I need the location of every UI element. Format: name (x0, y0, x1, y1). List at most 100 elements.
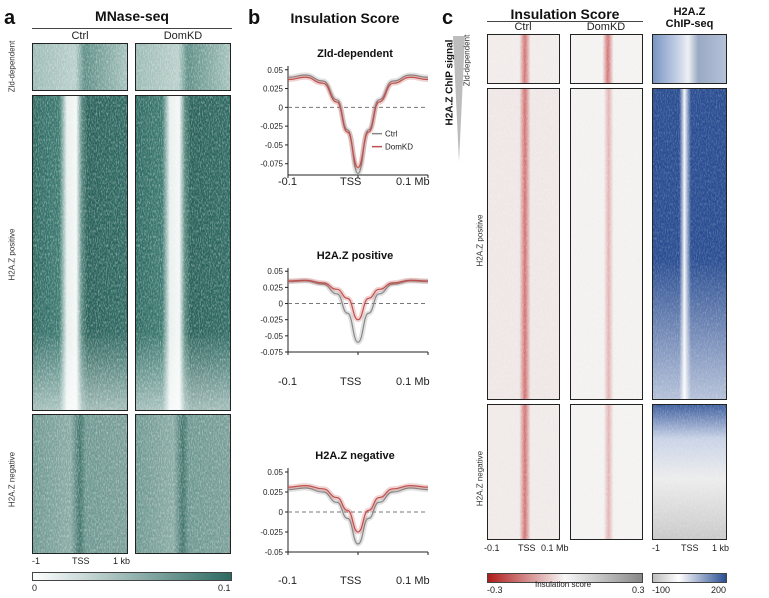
insulation-heatmap-domkd-h2az-negative (570, 404, 643, 540)
mnase-heatmap-ctrl-h2az-positive-image (33, 96, 127, 410)
insulation-heatmap-domkd-h2az-positive (570, 88, 643, 400)
panel-a-xtick-left: -1 (32, 556, 41, 566)
plot-y-tick-label: 0 (279, 300, 284, 309)
legend-label-domkd: DomKD (385, 143, 413, 152)
mnase-heatmap-domkd-h2az-negative-image (136, 415, 230, 553)
panel-b-title: Insulation Score (290, 10, 400, 26)
plot-y-tick-label: -0.05 (265, 548, 284, 557)
panel-c-xtick-insul-right: 0.1 Mb (541, 543, 569, 553)
plot-y-tick-label: 0.025 (263, 488, 284, 497)
panel-a-letter: a (4, 7, 16, 29)
plot-y-tick-label: -0.075 (260, 160, 283, 169)
panel-a-row-label-h2az-negative: H2A.Z negative (7, 451, 17, 508)
panel-c-col-domkd: DomKD (586, 21, 626, 33)
panel-c-chip-colorbar (652, 573, 727, 583)
plot3-xtick-left: -0.1 (278, 575, 297, 587)
panel-c-row-label-h2az-negative: H2A.Z negative (475, 450, 485, 507)
series-line-ctrl (287, 280, 429, 343)
plot2-xtick-right: 0.1 Mb (396, 376, 430, 388)
panel-a-row-label-zld: Zld-dependent (7, 40, 17, 93)
series-band-domkd (287, 483, 429, 535)
panel-c-title-rule (487, 21, 643, 22)
plot2-xtick-left: -0.1 (278, 376, 297, 388)
panel-c-xtick-chip-left: -1 (652, 543, 661, 553)
insulation-heatmap-ctrl-h2az-positive (487, 88, 560, 400)
chip-heatmap-zld (652, 34, 727, 84)
series-band-domkd (287, 277, 429, 323)
plot-y-tick-label: -0.075 (260, 348, 283, 357)
panel-a-title-rule (32, 28, 232, 29)
legend-label-ctrl: Ctrl (385, 130, 398, 139)
insulation-heatmap-domkd-zld (570, 34, 643, 84)
insulation-heatmap-ctrl-h2az-positive-image (488, 89, 559, 399)
plot-y-tick-label: 0.05 (267, 66, 283, 75)
mnase-heatmap-domkd-h2az-positive-image (136, 96, 230, 410)
plot-y-tick-label: -0.025 (260, 122, 283, 131)
plot1-xtick-left: -0.1 (278, 176, 297, 188)
panel-a-col-domkd: DomKD (163, 30, 203, 42)
panel-c-title: Insulation Score (510, 6, 620, 22)
plot3-title: H2A.Z negative (315, 450, 395, 462)
series-line-ctrl (287, 487, 429, 545)
series-band-ctrl (287, 278, 429, 345)
plot2-title: H2A.Z positive (316, 250, 394, 262)
chip-heatmap-zld-image (653, 35, 726, 83)
plot-y-tick-label: 0.05 (267, 267, 283, 276)
plot1-xtick-tss: TSS (340, 176, 362, 188)
plot-y-tick-label: 0.05 (267, 468, 283, 477)
insulation-heatmap-ctrl-h2az-negative (487, 404, 560, 540)
panel-a-colorbar-max: 0.1 (218, 583, 231, 593)
panel-c-chip-title: H2A.Z ChIP-seq (652, 6, 727, 30)
mnase-heatmap-ctrl-zld (32, 43, 128, 91)
plot-y-tick-label: -0.025 (260, 316, 283, 325)
panel-c-xtick-insul-left: -0.1 (484, 543, 500, 553)
series-line-domkd (287, 76, 429, 169)
insulation-heatmap-domkd-zld-image (571, 35, 642, 83)
plot2-xtick-tss: TSS (340, 376, 362, 388)
plot-y-tick-label: -0.025 (260, 528, 283, 537)
plot-y-tick-label: -0.05 (265, 141, 284, 150)
panel-c-chip-colorbar-min: -100 (652, 585, 671, 595)
mnase-heatmap-domkd-zld (135, 43, 231, 91)
panel-c-xtick-insul-tss: TSS (518, 543, 536, 553)
series-band-domkd (287, 74, 429, 170)
chip-heatmap-h2az-positive (652, 88, 727, 400)
plot3-svg: 0.05 0.025 0 -0.025 -0.05 (260, 468, 429, 557)
series-band-ctrl (287, 72, 429, 176)
panel-a-title: MNase-seq (95, 8, 169, 24)
series-band-ctrl (287, 485, 429, 547)
plot-y-tick-label: 0.025 (263, 283, 284, 292)
insulation-heatmap-domkd-h2az-negative-image (571, 405, 642, 539)
panel-a-colorbar (32, 572, 232, 581)
series-line-ctrl (287, 74, 429, 175)
mnase-heatmap-ctrl-h2az-negative (32, 414, 128, 554)
mnase-heatmap-ctrl-h2az-positive (32, 95, 128, 411)
panel-c-chip-title-line1: H2A.Z (673, 6, 706, 18)
plot-y-tick-label: 0 (279, 103, 284, 112)
insulation-heatmap-ctrl-zld (487, 34, 560, 84)
series-line-domkd (287, 279, 429, 321)
panel-a-col-ctrl: Ctrl (71, 30, 89, 42)
plot1-xtick-right: 0.1 Mb (396, 176, 430, 188)
insulation-heatmap-ctrl-h2az-negative-image (488, 405, 559, 539)
plot1-title: Zld-dependent (317, 48, 393, 60)
plot-y-tick-label: 0.025 (263, 85, 284, 94)
panel-c-insulation-colorbar-min: -0.3 (487, 585, 503, 595)
panel-b-letter: b (248, 7, 261, 29)
panel-a-xtick-right: 1 kb (113, 556, 131, 566)
panel-c-xtick-chip-tss: TSS (681, 543, 699, 553)
panel-c-chip-colorbar-max: 200 (711, 585, 727, 595)
series-line-domkd (287, 484, 429, 533)
plot2-svg: 0.05 0.025 0 -0.025 -0.05 -0.075 (260, 267, 429, 357)
mnase-heatmap-domkd-h2az-positive (135, 95, 231, 411)
panel-a-row-label-h2az-positive: H2A.Z positive (7, 228, 17, 281)
panel-c-xtick-chip-right: 1 kb (712, 543, 730, 553)
mnase-heatmap-ctrl-zld-image (33, 44, 127, 90)
panel-c-row-label-zld: Zld-dependent (462, 34, 472, 87)
panel-c-row-label-h2az-positive: H2A.Z positive (475, 214, 485, 267)
panel-a-xtick-tss: TSS (72, 556, 90, 566)
panel-c-insulation-colorbar-max: 0.3 (632, 585, 645, 595)
chip-heatmap-h2az-positive-image (653, 89, 726, 399)
chip-heatmap-h2az-negative-image (653, 405, 726, 539)
panel-c-col-ctrl: Ctrl (514, 21, 532, 33)
